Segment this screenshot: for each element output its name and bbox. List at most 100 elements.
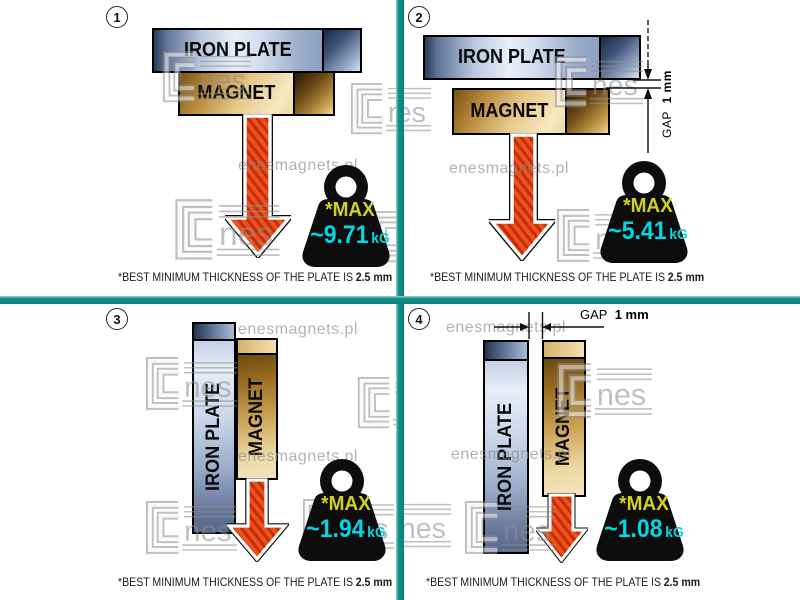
iron-plate-end: [324, 30, 360, 71]
magnet-end: [567, 90, 608, 133]
enes-logo-watermark: nes: [162, 50, 252, 103]
load-unit: kG: [367, 524, 386, 541]
enes-logo-text: nes: [597, 378, 646, 412]
weight-icon: *MAX ~9.71 kG: [300, 162, 396, 268]
gap-dimension-lines: [606, 20, 661, 153]
max-load-value: ~1.08: [604, 515, 663, 543]
quadrant-number: 1: [113, 9, 121, 25]
caption-text: *BEST MINIMUM THICKNESS OF THE PLATE IS: [118, 270, 354, 284]
quadrant-number: 4: [415, 311, 423, 327]
weight-icon: *MAX ~5.41 kG: [598, 158, 698, 264]
weight-shape: [298, 459, 386, 561]
load-unit: kG: [669, 226, 688, 243]
enes-logo-watermark: nes: [404, 503, 452, 548]
plate-caption: *BEST MINIMUM THICKNESS OF THE PLATE IS 2…: [118, 270, 392, 284]
watermark-url-text: enesmagnets.pl: [238, 321, 358, 338]
enes-logo-text: nes: [200, 65, 246, 97]
weight-shape: [600, 161, 688, 263]
enes-logo-text: nes: [592, 70, 638, 102]
iron-plate-main: IRON PLATE: [485, 361, 527, 552]
enes-logo-text: nes: [395, 391, 396, 423]
quadrant-1: 1 IRON PLATE MAGNET nes: [0, 0, 396, 296]
magnet-end: [544, 342, 584, 359]
quadrant-number: 2: [415, 9, 423, 25]
quadrant-number-badge: 2: [408, 6, 430, 28]
divider-horizontal: [0, 296, 800, 304]
gap-label: GAP 1 mm: [580, 307, 649, 322]
iron-plate-label: IRON PLATE: [184, 39, 292, 61]
caption-bold: 2.5 mm: [355, 270, 393, 284]
quadrant-number-badge: 1: [106, 6, 128, 28]
max-label: *MAX: [325, 199, 375, 221]
iron-plate: IRON PLATE: [483, 340, 529, 554]
magnet-end: [238, 340, 276, 355]
weight-shape: [302, 165, 390, 267]
gap-label: GAP 1 mm: [660, 70, 674, 138]
quadrant-4: 4 GAP 1 mm IRON PLATE MAGNET: [404, 304, 800, 600]
plate-caption: *BEST MINIMUM THICKNESS OF THE PLATE IS 2…: [430, 270, 704, 284]
load-unit: kG: [371, 230, 390, 247]
enes-logo-text: nes: [388, 97, 396, 129]
enes-logo-watermark: nes: [464, 500, 557, 554]
weight-icon: *MAX ~1.08 kG: [594, 456, 694, 562]
enes-logo-watermark: nes: [350, 82, 396, 135]
caption-bold: 2.5 mm: [663, 575, 701, 589]
magnet-block: MAGNET: [452, 88, 610, 135]
enes-logo-text: nes: [404, 513, 446, 545]
caption-bold: 2.5 mm: [355, 575, 393, 589]
max-load-value: ~9.71: [310, 221, 369, 249]
iron-plate-end: [485, 342, 527, 361]
max-load-value: ~1.94: [306, 515, 365, 543]
iron-plate-end: [194, 324, 234, 341]
quadrant-2: 2 IRON PLATE MAGNET: [404, 0, 800, 296]
plate-caption: *BEST MINIMUM THICKNESS OF THE PLATE IS 2…: [118, 575, 392, 589]
enes-logo-watermark: nes: [357, 376, 396, 429]
iron-plate-label: IRON PLATE: [458, 46, 566, 68]
enes-logo-text: nes: [184, 371, 231, 404]
enes-logo-text: nes: [503, 515, 550, 548]
magnet-label: MAGNET: [470, 100, 549, 122]
max-load-value: ~5.41: [608, 217, 667, 245]
watermark-url-text: enesmagnets.pl: [451, 446, 571, 463]
quadrant-3: 3 IRON PLATE MAGNET enesmagnets.pl ne: [0, 304, 396, 600]
watermark-url-text: enesmagnets.pl: [238, 157, 358, 174]
max-load: ~9.71 kG: [304, 221, 396, 250]
quadrant-number: 3: [113, 311, 121, 327]
plate-caption: *BEST MINIMUM THICKNESS OF THE PLATE IS 2…: [426, 575, 700, 589]
magnet-main: MAGNET: [454, 90, 567, 133]
force-arrow-icon: [536, 493, 588, 563]
weight-icon: *MAX ~1.94 kG: [296, 456, 396, 562]
caption-text: *BEST MINIMUM THICKNESS OF THE PLATE IS: [430, 270, 666, 284]
enes-logo-watermark: nes: [404, 87, 432, 132]
enes-logo-text: nes: [404, 97, 426, 129]
max-load: ~5.41 kG: [602, 217, 694, 246]
force-arrow-icon: [227, 478, 289, 562]
max-load: ~1.94 kG: [300, 515, 392, 544]
watermark-url-text: enesmagnets.pl: [238, 448, 358, 465]
quadrant-number-badge: 3: [106, 308, 128, 330]
max-label: *MAX: [623, 195, 673, 217]
enes-logo-watermark: nes: [557, 363, 652, 419]
max-label: *MAX: [619, 493, 669, 515]
quadrant-number-badge: 4: [408, 308, 430, 330]
max-load: ~1.08 kG: [598, 515, 690, 544]
magnet-main: MAGNET: [238, 355, 276, 478]
gap-dimension-lines: [494, 312, 604, 339]
caption-text: *BEST MINIMUM THICKNESS OF THE PLATE IS: [426, 575, 662, 589]
max-label: *MAX: [321, 493, 371, 515]
force-arrow-icon: [489, 133, 555, 261]
enes-logo-watermark: nes: [145, 356, 238, 410]
caption-bold: 2.5 mm: [667, 270, 705, 284]
enes-logo-watermark: nes: [145, 500, 238, 554]
enes-logo-text: nes: [219, 216, 273, 253]
watermark-url-text: enesmagnets.pl: [449, 160, 569, 177]
enes-logo-text: nes: [184, 515, 231, 548]
enes-logo-watermark: nes: [175, 199, 280, 260]
magnet-block: MAGNET: [236, 338, 278, 480]
enes-logo-watermark: nes: [554, 55, 644, 108]
weight-shape: [596, 459, 684, 561]
force-arrow-icon: [225, 114, 291, 258]
magnet-label: MAGNET: [246, 377, 267, 456]
caption-text: *BEST MINIMUM THICKNESS OF THE PLATE IS: [118, 575, 354, 589]
